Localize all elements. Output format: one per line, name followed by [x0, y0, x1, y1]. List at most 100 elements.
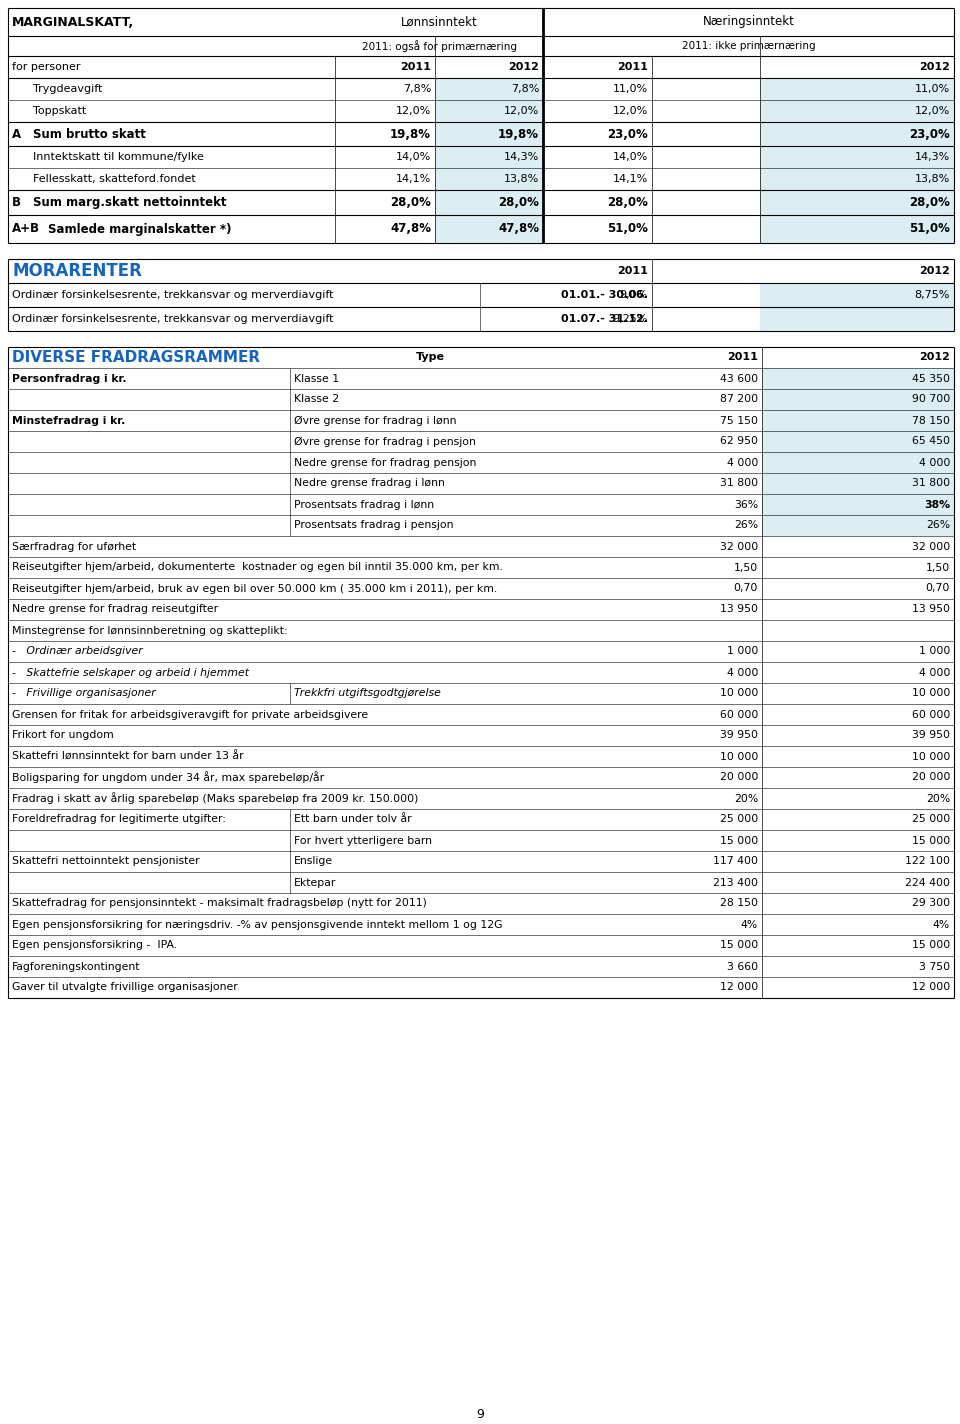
- Text: Skattefri nettoinntekt pensjonister: Skattefri nettoinntekt pensjonister: [12, 856, 200, 866]
- Text: Toppskatt: Toppskatt: [33, 105, 86, 115]
- Text: Gaver til utvalgte frivillige organisasjoner: Gaver til utvalgte frivillige organisasj…: [12, 983, 238, 993]
- Text: Minstefradrag i kr.: Minstefradrag i kr.: [12, 416, 126, 426]
- Text: 4 000: 4 000: [727, 457, 758, 467]
- Bar: [760, 215, 954, 244]
- Text: 62 950: 62 950: [720, 437, 758, 447]
- Text: 14,0%: 14,0%: [612, 152, 648, 162]
- Text: 60 000: 60 000: [912, 709, 950, 719]
- Text: 25 000: 25 000: [912, 815, 950, 824]
- Text: MORARENTER: MORARENTER: [12, 262, 142, 281]
- Text: 13,8%: 13,8%: [504, 174, 539, 184]
- Text: B: B: [12, 197, 21, 209]
- Text: 2011: også for primærnæring: 2011: også for primærnæring: [362, 40, 516, 51]
- Text: MARGINALSKATT,: MARGINALSKATT,: [12, 16, 134, 28]
- Text: 4 000: 4 000: [919, 668, 950, 678]
- Text: Sum marg.skatt nettoinntekt: Sum marg.skatt nettoinntekt: [33, 197, 227, 209]
- Bar: [760, 100, 954, 122]
- Text: 12,0%: 12,0%: [396, 105, 431, 115]
- Text: Fradrag i skatt av årlig sparebeløp (Maks sparebeløp fra 2009 kr. 150.000): Fradrag i skatt av årlig sparebeløp (Mak…: [12, 793, 419, 805]
- Text: 10 000: 10 000: [912, 688, 950, 699]
- Text: 43 600: 43 600: [720, 373, 758, 383]
- Text: 4%: 4%: [933, 920, 950, 930]
- Text: 60 000: 60 000: [720, 709, 758, 719]
- Text: 90 700: 90 700: [912, 394, 950, 404]
- Text: Reiseutgifter hjem/arbeid, bruk av egen bil over 50.000 km ( 35.000 km i 2011), : Reiseutgifter hjem/arbeid, bruk av egen …: [12, 584, 497, 594]
- Text: 26%: 26%: [925, 521, 950, 531]
- Text: A: A: [12, 128, 21, 141]
- Text: 1,50: 1,50: [733, 562, 758, 572]
- Text: 25 000: 25 000: [720, 815, 758, 824]
- Text: 1,50: 1,50: [925, 562, 950, 572]
- Text: DIVERSE FRADRAGSRAMMER: DIVERSE FRADRAGSRAMMER: [12, 350, 260, 365]
- Text: 12,0%: 12,0%: [504, 105, 539, 115]
- Text: Ordinær forsinkelsesrente, trekkansvar og merverdiavgift: Ordinær forsinkelsesrente, trekkansvar o…: [12, 290, 333, 300]
- Text: Fagforeningskontingent: Fagforeningskontingent: [12, 961, 140, 971]
- Text: Personfradrag i kr.: Personfradrag i kr.: [12, 373, 127, 383]
- Text: Skattefradrag for pensjonsinntekt - maksimalt fradragsbeløp (nytt for 2011): Skattefradrag for pensjonsinntekt - maks…: [12, 899, 427, 909]
- Bar: [762, 515, 954, 535]
- Text: 23,0%: 23,0%: [909, 128, 950, 141]
- Text: 65 450: 65 450: [912, 437, 950, 447]
- Text: Øvre grense for fradrag i lønn: Øvre grense for fradrag i lønn: [294, 416, 457, 426]
- Text: 20%: 20%: [925, 793, 950, 803]
- Text: 20%: 20%: [733, 793, 758, 803]
- Text: 20 000: 20 000: [720, 772, 758, 783]
- Text: for personer: for personer: [12, 63, 81, 73]
- Text: 7,8%: 7,8%: [511, 84, 539, 94]
- Text: 12 000: 12 000: [912, 983, 950, 993]
- Text: Trekkfri utgiftsgodtgjørelse: Trekkfri utgiftsgodtgjørelse: [294, 688, 441, 699]
- Text: 4 000: 4 000: [727, 668, 758, 678]
- Bar: [762, 473, 954, 494]
- Bar: [760, 147, 954, 168]
- Text: 15 000: 15 000: [912, 836, 950, 846]
- Bar: [435, 78, 543, 100]
- Text: 15 000: 15 000: [912, 940, 950, 950]
- Text: 14,1%: 14,1%: [612, 174, 648, 184]
- Text: 213 400: 213 400: [713, 877, 758, 887]
- Text: A+B: A+B: [12, 222, 40, 235]
- Text: Prosentsats fradrag i lønn: Prosentsats fradrag i lønn: [294, 500, 434, 510]
- Text: 31 800: 31 800: [912, 478, 950, 488]
- Bar: [760, 308, 954, 330]
- Text: Ektepar: Ektepar: [294, 877, 336, 887]
- Text: 14,3%: 14,3%: [504, 152, 539, 162]
- Text: 2011: 2011: [617, 63, 648, 73]
- Text: 9,0%: 9,0%: [620, 290, 648, 300]
- Bar: [435, 147, 543, 168]
- Text: 47,8%: 47,8%: [498, 222, 539, 235]
- Text: Egen pensjonsforsikring -  IPA.: Egen pensjonsforsikring - IPA.: [12, 940, 178, 950]
- Text: 117 400: 117 400: [713, 856, 758, 866]
- Text: -   Skattefrie selskaper og arbeid i hjemmet: - Skattefrie selskaper og arbeid i hjemm…: [12, 668, 249, 678]
- Text: 8,75%: 8,75%: [915, 290, 950, 300]
- Text: 32 000: 32 000: [720, 541, 758, 551]
- Text: Næringsinntekt: Næringsinntekt: [703, 16, 795, 28]
- Text: Fellesskatt, skatteford.fondet: Fellesskatt, skatteford.fondet: [33, 174, 196, 184]
- Text: 47,8%: 47,8%: [390, 222, 431, 235]
- Text: 2012: 2012: [508, 63, 539, 73]
- Bar: [760, 168, 954, 189]
- Text: Ett barn under tolv år: Ett barn under tolv år: [294, 815, 412, 824]
- Text: 36%: 36%: [733, 500, 758, 510]
- Text: 2011: 2011: [617, 266, 648, 276]
- Text: 14,3%: 14,3%: [915, 152, 950, 162]
- Text: 28,0%: 28,0%: [607, 197, 648, 209]
- Text: 12,0%: 12,0%: [915, 105, 950, 115]
- Text: 28,0%: 28,0%: [909, 197, 950, 209]
- Text: 2012: 2012: [919, 353, 950, 363]
- Text: 3 660: 3 660: [727, 961, 758, 971]
- Text: Sum brutto skatt: Sum brutto skatt: [33, 128, 146, 141]
- Bar: [435, 189, 543, 215]
- Text: Grensen for fritak for arbeidsgiveravgift for private arbeidsgivere: Grensen for fritak for arbeidsgiveravgif…: [12, 709, 368, 719]
- Bar: [435, 122, 543, 147]
- Text: Nedre grense for fradrag pensjon: Nedre grense for fradrag pensjon: [294, 457, 476, 467]
- Text: 3 750: 3 750: [919, 961, 950, 971]
- Text: 12 000: 12 000: [720, 983, 758, 993]
- Text: 87 200: 87 200: [720, 394, 758, 404]
- Bar: [760, 78, 954, 100]
- Text: 12,0%: 12,0%: [612, 105, 648, 115]
- Text: 26%: 26%: [733, 521, 758, 531]
- Text: 224 400: 224 400: [905, 877, 950, 887]
- Bar: [762, 494, 954, 515]
- Text: 15 000: 15 000: [720, 836, 758, 846]
- Text: 14,1%: 14,1%: [396, 174, 431, 184]
